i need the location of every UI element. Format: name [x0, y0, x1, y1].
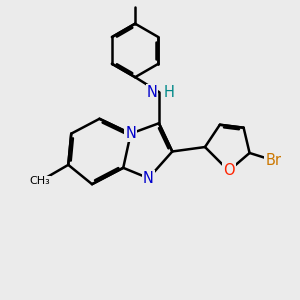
Text: N: N [143, 171, 154, 186]
Text: O: O [223, 163, 235, 178]
Text: Br: Br [265, 153, 281, 168]
Text: N: N [125, 126, 136, 141]
Text: H: H [164, 85, 174, 100]
Text: N: N [147, 85, 158, 100]
Text: CH₃: CH₃ [30, 176, 50, 186]
